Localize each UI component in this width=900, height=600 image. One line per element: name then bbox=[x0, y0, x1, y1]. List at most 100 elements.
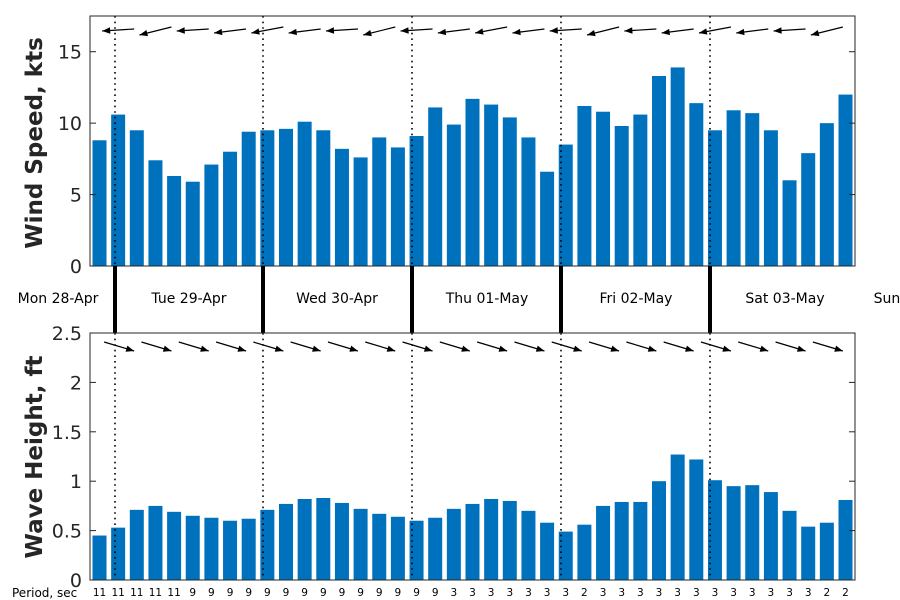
direction-arrow-head bbox=[200, 345, 209, 352]
period-value: 3 bbox=[488, 587, 495, 599]
bar bbox=[167, 511, 182, 580]
direction-arrow-head bbox=[573, 345, 582, 352]
bar bbox=[316, 130, 331, 266]
period-value: 9 bbox=[376, 587, 383, 599]
bar bbox=[409, 136, 424, 266]
direction-arrow-head bbox=[437, 28, 447, 36]
direction-arrow-head bbox=[535, 345, 545, 352]
y-tick-label: 10 bbox=[58, 113, 82, 135]
bar bbox=[465, 98, 480, 266]
period-value: 2 bbox=[842, 587, 849, 599]
bar bbox=[372, 137, 387, 266]
bar bbox=[558, 531, 573, 580]
bar bbox=[428, 517, 443, 580]
period-value: 9 bbox=[227, 587, 234, 599]
bar bbox=[614, 501, 629, 580]
direction-arrow-head bbox=[475, 28, 484, 35]
bar bbox=[297, 121, 312, 266]
period-value: 9 bbox=[245, 587, 252, 599]
direction-arrow-head bbox=[796, 345, 806, 352]
bar bbox=[372, 513, 387, 580]
period-value: 11 bbox=[111, 587, 124, 599]
bar bbox=[353, 157, 368, 266]
bar bbox=[819, 123, 834, 267]
period-value: 3 bbox=[544, 587, 551, 599]
bar bbox=[223, 151, 238, 266]
day-label-strip: Mon 28-Apr Tue 29-Apr Wed 30-Apr Thu 01-May… bbox=[18, 266, 900, 333]
bar bbox=[633, 114, 648, 266]
bar bbox=[260, 130, 275, 266]
direction-arrow-head bbox=[834, 345, 843, 352]
day-label: Sun bbox=[874, 291, 900, 307]
bar bbox=[502, 117, 517, 266]
bar bbox=[596, 111, 611, 266]
y-tick-label: 1.5 bbox=[52, 422, 82, 444]
y-tick-label: 2 bbox=[70, 372, 82, 394]
direction-arrow-head bbox=[349, 345, 358, 352]
plot-frame bbox=[89, 332, 856, 581]
period-value: 9 bbox=[432, 587, 439, 599]
direction-arrow-head bbox=[512, 28, 521, 36]
direction-arrow-head bbox=[624, 27, 633, 34]
bar bbox=[129, 130, 144, 266]
direction-arrow-head bbox=[325, 27, 335, 34]
period-value: 3 bbox=[656, 587, 663, 599]
bar bbox=[819, 522, 834, 580]
bar bbox=[689, 459, 704, 580]
direction-arrow-head bbox=[647, 345, 657, 352]
period-value: 3 bbox=[730, 587, 737, 599]
period-value: 9 bbox=[395, 587, 402, 599]
direction-arrow-head bbox=[125, 345, 135, 352]
bar bbox=[241, 131, 256, 266]
bar bbox=[148, 505, 163, 580]
bar bbox=[260, 509, 275, 580]
bar bbox=[353, 508, 368, 580]
bar bbox=[167, 176, 182, 266]
bar bbox=[279, 128, 293, 266]
direction-arrow-head bbox=[400, 27, 409, 34]
direction-arrow-head bbox=[461, 345, 470, 352]
period-value: 3 bbox=[562, 587, 569, 599]
direction-arrow-head bbox=[176, 27, 185, 34]
period-value: 9 bbox=[208, 587, 215, 599]
bar bbox=[726, 486, 741, 580]
bar bbox=[428, 107, 443, 266]
bar bbox=[279, 503, 293, 580]
period-value: 11 bbox=[149, 587, 162, 599]
bar bbox=[707, 480, 722, 580]
direction-arrow-head bbox=[274, 345, 284, 352]
period-value: 9 bbox=[283, 587, 290, 599]
period-value: 3 bbox=[674, 587, 681, 599]
direction-arrow-head bbox=[214, 28, 223, 36]
direction-arrow-head bbox=[312, 345, 321, 352]
period-label: Period, sec bbox=[12, 586, 77, 600]
day-label: Mon 28-Apr bbox=[18, 291, 99, 307]
bar bbox=[521, 137, 536, 266]
period-value: 3 bbox=[506, 587, 513, 599]
period-value: 11 bbox=[130, 587, 143, 599]
bar bbox=[334, 502, 349, 580]
bar bbox=[763, 130, 778, 266]
period-value: 3 bbox=[618, 587, 625, 599]
direction-arrow-head bbox=[722, 345, 731, 352]
bar bbox=[185, 515, 200, 580]
direction-arrow-head bbox=[549, 27, 558, 34]
bar bbox=[652, 76, 666, 266]
y-tick-label: 1 bbox=[70, 471, 82, 493]
bar bbox=[707, 130, 722, 266]
day-label: Thu 01-May bbox=[445, 291, 529, 307]
bar bbox=[689, 103, 704, 267]
direction-arrow-head bbox=[810, 29, 820, 37]
bar bbox=[484, 104, 499, 266]
bar bbox=[577, 106, 592, 266]
bar bbox=[633, 501, 648, 580]
period-value: 9 bbox=[301, 587, 308, 599]
period-value: 11 bbox=[167, 587, 180, 599]
direction-arrow-head bbox=[288, 28, 297, 36]
bar bbox=[241, 518, 256, 580]
bar bbox=[148, 160, 163, 266]
period-value: 3 bbox=[712, 587, 719, 599]
period-value: 3 bbox=[749, 587, 756, 599]
bar bbox=[111, 114, 126, 266]
